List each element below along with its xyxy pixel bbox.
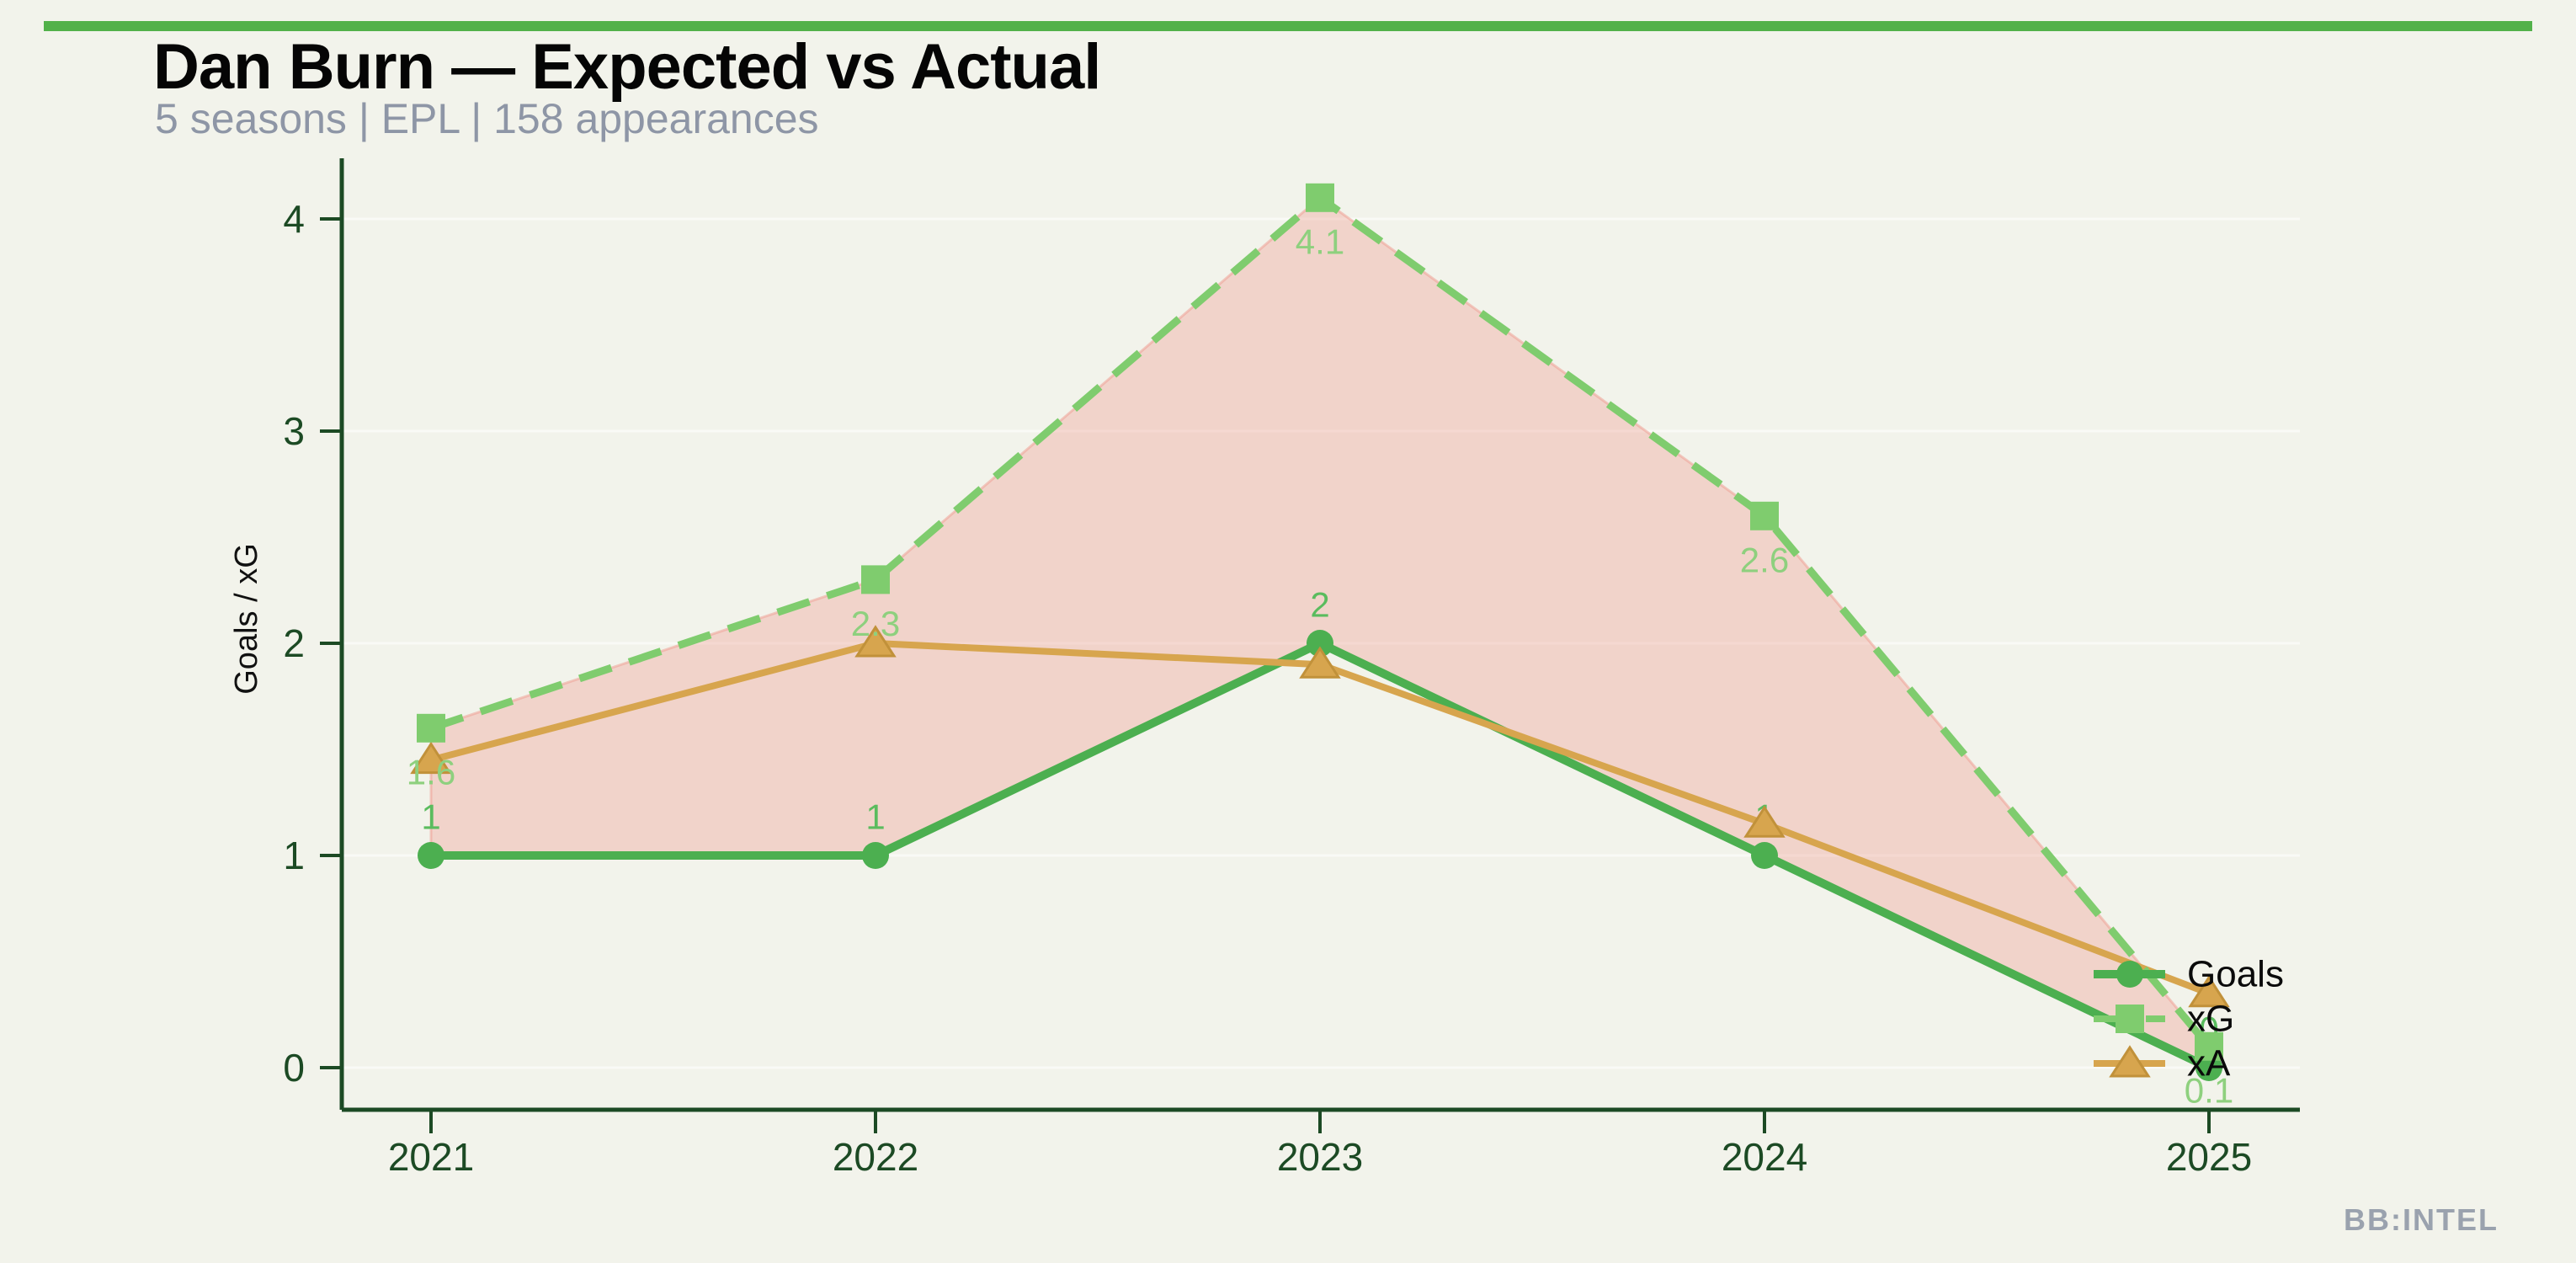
y-tick-label: 2 [283,621,305,665]
y-tick-label: 1 [283,834,305,877]
xg-point-marker [1306,183,1334,212]
xg-point-label: 0.1 [2185,1070,2233,1110]
x-tick-label: 2023 [1277,1135,1363,1179]
xg-point-label: 4.1 [1296,221,1344,261]
xa-point-marker [1299,646,1341,679]
legend-label-xa: xA [2187,1043,2231,1084]
goals-point-label: 1 [865,797,885,837]
xg-point-label: 1.6 [407,752,455,791]
y-axis-title: Goals / xG [229,543,264,695]
watermark-text: BB:INTEL [2344,1202,2499,1237]
x-tick-label: 2022 [833,1135,918,1179]
goals-point-marker [862,842,889,869]
x-tick-label: 2025 [2166,1135,2252,1179]
y-tick-label: 0 [283,1046,305,1090]
goals-point-marker [2116,961,2143,988]
goals-point-marker [2195,1054,2222,1081]
xg-point-marker [861,565,890,594]
xg-point-marker [2195,1031,2223,1061]
xa-point-marker [2188,975,2230,1008]
xg-point-label: 2.3 [851,604,900,643]
goals-point-label: 2 [1310,585,1329,625]
xg-point-marker [1750,501,1779,530]
y-tick-label: 4 [283,197,305,241]
x-tick-label: 2021 [388,1135,474,1179]
xg-point-marker [417,713,445,743]
xg-point-label: 2.6 [1740,540,1789,579]
xa-point-marker [854,625,897,658]
xa-point-marker [410,741,452,775]
chart-title: Dan Burn — Expected vs Actual [153,31,1101,103]
goals-point-label: 1 [421,797,440,837]
goals-point-marker [1307,630,1333,657]
legend-label-goals: Goals [2187,954,2284,995]
xg-point-marker [2116,1005,2144,1033]
xa-point-marker [1743,805,1786,838]
y-tick-label: 3 [283,409,305,453]
x-tick-label: 2024 [1722,1135,1807,1179]
goals-point-marker [1751,842,1778,869]
accent-bar [44,21,2532,31]
chart-subtitle: 5 seasons | EPL | 158 appearances [155,95,819,142]
legend-label-xg: xG [2187,999,2234,1040]
xa-point-marker [2109,1045,2151,1078]
goals-point-marker [418,842,444,869]
